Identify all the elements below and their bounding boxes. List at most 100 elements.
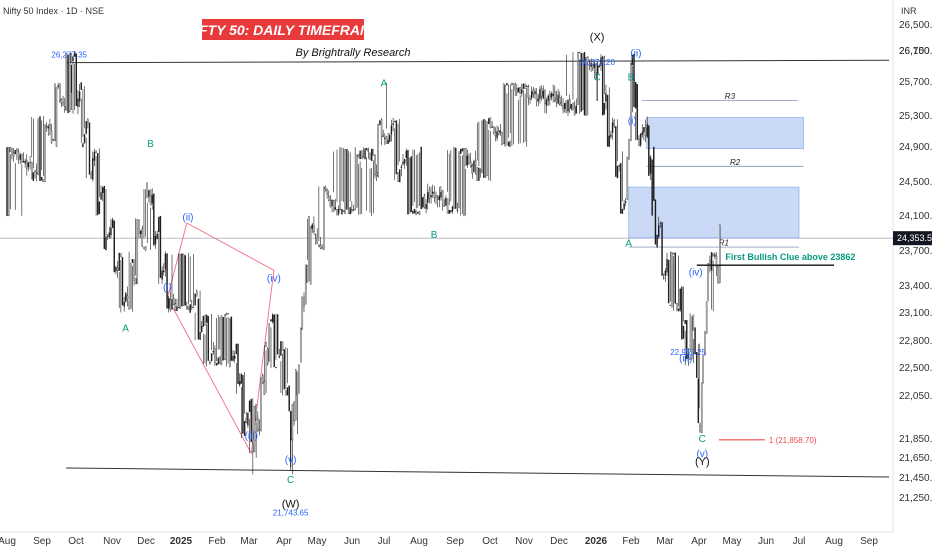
candle-body — [405, 150, 407, 158]
price-label: 26,373.20 — [579, 58, 615, 67]
target-label: 1 (21,858.70) — [769, 436, 817, 445]
candle-body — [253, 405, 256, 453]
candle-body — [630, 62, 632, 142]
candle-body — [293, 402, 295, 422]
candle-body — [313, 225, 315, 233]
candle-body — [153, 193, 155, 246]
candle-body — [392, 123, 394, 125]
candle-body — [552, 93, 554, 96]
candle-body — [412, 210, 414, 214]
candle-body — [672, 253, 675, 255]
candle-body — [285, 390, 287, 396]
candle-body — [532, 89, 535, 95]
y-tick-label: 22,050.00 — [899, 391, 932, 402]
candle-body — [479, 169, 482, 172]
candle-body — [691, 316, 693, 360]
candle-body — [598, 66, 601, 68]
diagonal-outline — [166, 222, 275, 455]
candle-body — [295, 369, 297, 421]
x-tick-label: Oct — [482, 536, 498, 547]
candle-body — [14, 149, 16, 155]
candle-body — [696, 352, 698, 378]
candle-body — [133, 259, 135, 281]
candle-body — [385, 135, 388, 144]
candle-body — [519, 86, 521, 95]
candle-body — [136, 219, 139, 285]
currency-label: INR — [901, 6, 917, 16]
candle-body — [263, 381, 266, 396]
wave-label: B — [431, 230, 438, 241]
title-banner — [202, 19, 364, 40]
candle-body — [471, 165, 473, 174]
wave-label: (v) — [285, 455, 297, 466]
candle-body — [57, 85, 59, 88]
candle-body — [641, 131, 643, 135]
candle-body — [245, 418, 247, 423]
y-tick-label: 25,700.00 — [899, 77, 932, 88]
candle-body — [148, 190, 150, 197]
candle-body — [605, 93, 607, 102]
candle-body — [557, 94, 559, 104]
candle-body — [300, 327, 302, 363]
wave-label: (iii) — [245, 431, 258, 442]
candle-body — [651, 159, 653, 216]
candle-body — [64, 106, 66, 110]
candle-body — [73, 51, 76, 57]
candle-body — [212, 351, 214, 353]
x-tick-label: Dec — [550, 536, 568, 547]
candle-body — [611, 122, 614, 133]
candle-body — [194, 293, 196, 306]
wave-label: B — [628, 72, 635, 83]
wave-label: C — [287, 475, 294, 486]
x-tick-label: Aug — [410, 536, 428, 547]
candle-body — [219, 356, 221, 364]
candle-body — [141, 228, 144, 247]
x-tick-label: 2025 — [170, 536, 193, 547]
candle-body — [529, 98, 531, 100]
candle-body — [278, 356, 280, 358]
candle-body — [283, 349, 285, 390]
candle-body — [692, 314, 695, 331]
candle-body — [306, 264, 308, 283]
candle-body — [268, 323, 271, 362]
candle-body — [224, 314, 226, 361]
candle-body — [31, 161, 33, 180]
x-tick-label: Mar — [240, 536, 258, 547]
x-tick-label: Aug — [0, 536, 16, 547]
candle-body — [240, 373, 243, 384]
candle-body — [108, 232, 111, 237]
x-tick-label: 2026 — [585, 536, 608, 547]
candle-body — [489, 117, 492, 129]
candle-body — [92, 158, 94, 180]
candle-body — [507, 141, 510, 147]
candle-body — [577, 52, 579, 105]
zone-label: R1 — [719, 239, 729, 248]
candle-body — [286, 387, 289, 396]
candle-body — [663, 277, 665, 279]
candle-body — [446, 198, 449, 214]
candle-body — [374, 154, 376, 176]
candle-body — [413, 208, 416, 214]
candle-body — [309, 226, 312, 285]
candle-body — [161, 270, 163, 280]
wave-label: (i) — [163, 283, 172, 294]
chart-byline: By Brightrally Research — [296, 47, 411, 59]
candle-body — [478, 167, 480, 181]
candle-body — [130, 263, 132, 309]
candle-body — [179, 254, 181, 309]
candle-body — [281, 341, 284, 351]
candle-body — [19, 154, 21, 161]
y-tick-label: 21,850.00 — [899, 434, 932, 445]
candle-body — [248, 400, 251, 413]
candle-body — [573, 107, 576, 116]
candle-body — [260, 377, 262, 432]
candle-body — [509, 140, 511, 147]
candle-body — [336, 208, 338, 216]
candle-body — [550, 93, 553, 98]
candle-body — [628, 138, 630, 160]
candle-body — [496, 131, 498, 139]
y-tick-label: 23,700.00 — [899, 246, 932, 257]
